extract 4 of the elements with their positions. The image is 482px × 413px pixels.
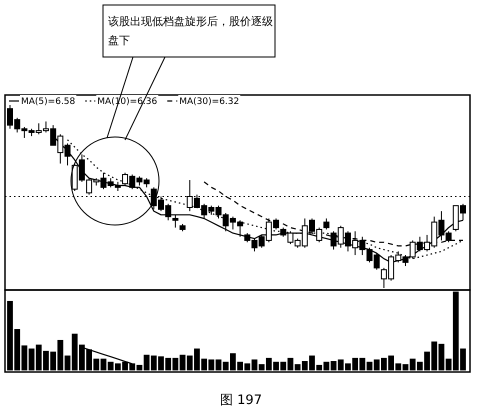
legend-label: MA(5)=6.58 bbox=[21, 97, 76, 107]
legend-label: MA(30)=6.32 bbox=[179, 97, 240, 107]
caption: 图 197 bbox=[220, 393, 262, 408]
text: 该股出现低档盘旋形后，股价逐级盘下 bbox=[108, 15, 273, 47]
